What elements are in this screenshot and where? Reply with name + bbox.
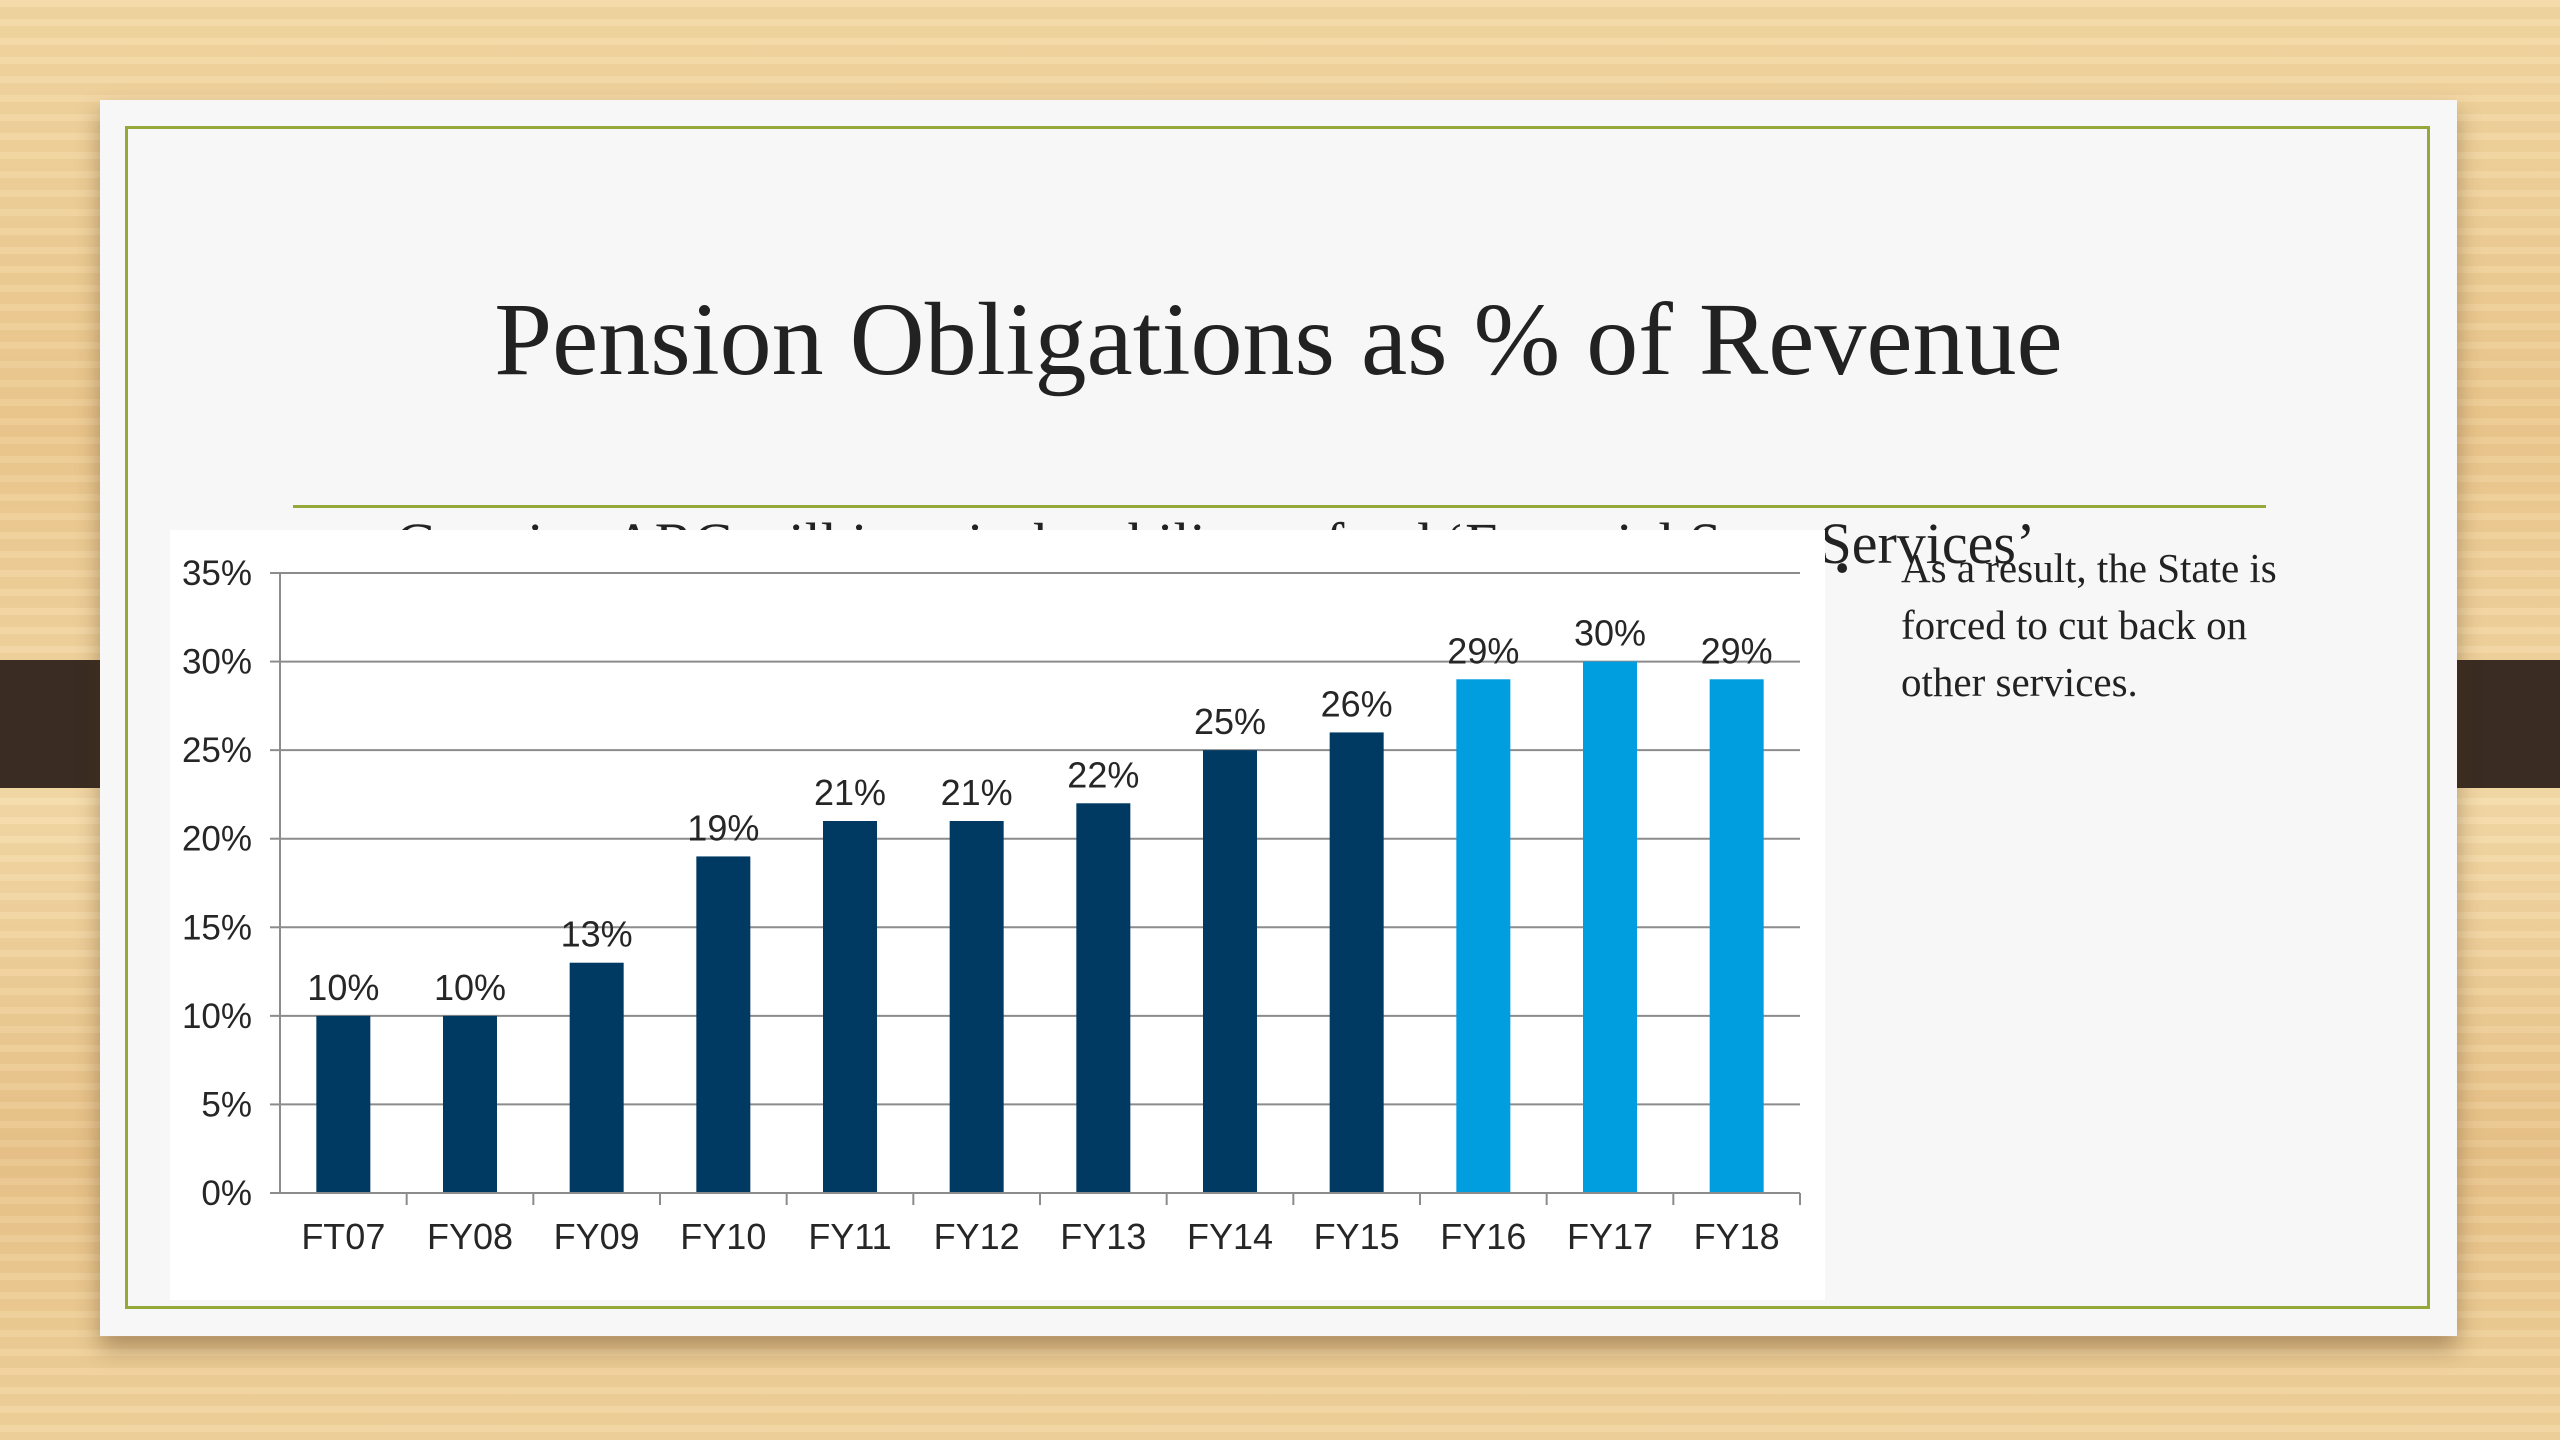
y-tick-label: 5% (201, 1085, 252, 1124)
bar (949, 821, 1004, 1193)
data-label: 10% (434, 967, 506, 1008)
y-tick-label: 30% (182, 643, 252, 682)
bar (1203, 750, 1257, 1193)
data-label: 29% (1447, 630, 1519, 671)
x-tick-label: FY09 (554, 1216, 640, 1257)
x-tick-label: FT07 (301, 1216, 385, 1257)
data-label: 21% (814, 772, 886, 813)
y-tick-label: 20% (182, 820, 252, 859)
bar (1583, 661, 1637, 1193)
data-label: 19% (687, 807, 759, 848)
x-tick-label: FY16 (1440, 1216, 1526, 1257)
bar (696, 856, 751, 1193)
data-label: 29% (1701, 630, 1773, 671)
x-tick-label: FY10 (680, 1216, 766, 1257)
x-tick-label: FY08 (427, 1216, 513, 1257)
chart-area: 0% 5% 10% 15% 20% 25% 30% 35% 10% FT07 10% FY08 13% F… (170, 530, 1825, 1300)
bar (316, 1015, 371, 1193)
data-label: 21% (941, 772, 1013, 813)
slide-title: Pension Obligations as % of Revenue (494, 282, 2063, 397)
bar (1329, 732, 1384, 1193)
y-tick-label: 35% (182, 554, 252, 593)
data-label: 22% (1067, 754, 1139, 795)
y-tick-label: 0% (201, 1174, 252, 1213)
data-label: 30% (1574, 613, 1646, 654)
bar (569, 962, 624, 1193)
y-tick-label: 25% (182, 731, 252, 770)
x-tick-label: FY12 (934, 1216, 1020, 1257)
data-label: 25% (1194, 701, 1266, 742)
x-tick-label: FY15 (1314, 1216, 1400, 1257)
y-tick-label: 10% (182, 997, 252, 1036)
bar (1709, 679, 1764, 1193)
x-tick-label: FY18 (1694, 1216, 1780, 1257)
bar (823, 821, 877, 1193)
x-tick-label: FY11 (808, 1216, 891, 1257)
bullet-icon: • (1835, 545, 1850, 591)
bar (1076, 803, 1131, 1193)
x-tick-label: FY14 (1187, 1216, 1273, 1257)
data-label: 26% (1321, 683, 1393, 724)
slide-frame (125, 126, 2430, 1309)
bar (443, 1015, 497, 1193)
bar-chart: 0% 5% 10% 15% 20% 25% 30% 35% 10% FT07 10% FY08 13% F… (182, 554, 1801, 1257)
data-label: 13% (561, 914, 633, 955)
title-rule (293, 505, 2266, 508)
data-label: 10% (307, 967, 379, 1008)
x-tick-label: FY13 (1060, 1216, 1146, 1257)
slide: Pension Obligations as % of Revenue •Gro… (100, 100, 2457, 1336)
x-tick-label: FY17 (1567, 1216, 1653, 1257)
side-bullet-text: As a result, the State is forced to cut … (1901, 545, 2277, 705)
y-tick-label: 15% (182, 908, 252, 947)
bar (1456, 679, 1511, 1193)
